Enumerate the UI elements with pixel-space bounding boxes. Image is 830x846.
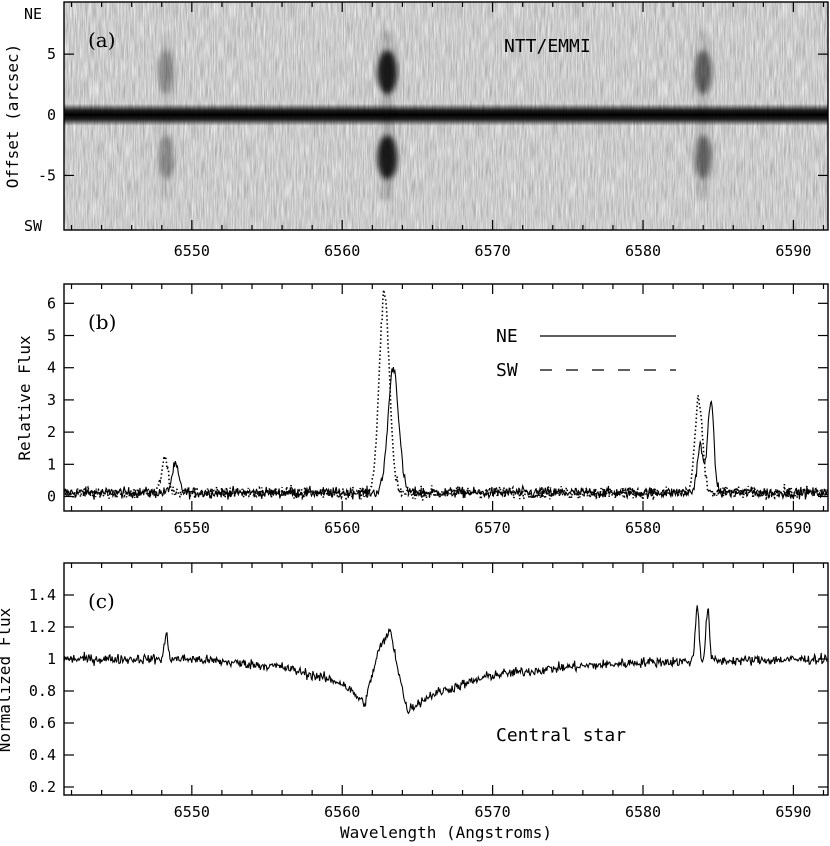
panel-a-label: (a) <box>88 28 116 52</box>
y-tick-label: 1 <box>47 650 56 668</box>
y-end-label-top: NE <box>24 5 42 23</box>
emission-knot <box>694 50 712 95</box>
x-tick-label: 6590 <box>775 803 811 821</box>
x-tick-label: 6560 <box>324 803 360 821</box>
panel-c-normalized-flux: 6550 6560 6570 6580 65900.20.40.60.811.21.4 … <box>0 562 829 842</box>
emission-line-h-alpha <box>377 32 398 200</box>
x-tick-label: 6580 <box>625 519 661 537</box>
y-tick-label: 5 <box>47 45 56 63</box>
panel-c-frame <box>63 562 829 796</box>
y-tick-label: 6 <box>47 294 56 312</box>
emission-line--n-ii-6583 <box>694 32 712 200</box>
series-line-central-star <box>64 605 828 715</box>
y-tick-label: 0 <box>47 488 56 506</box>
panel-c-ticks: 6550 6560 6570 6580 6590 0.2 0.4 0.6 0.8 1 1.2 1.4 <box>29 563 828 821</box>
x-tick-label: 6590 <box>775 519 811 537</box>
x-tick-label: 6550 <box>174 803 210 821</box>
panel-c-label: (c) <box>88 589 115 613</box>
x-tick-label: 6580 <box>625 803 661 821</box>
x-tick-label: 6560 <box>324 519 360 537</box>
y-tick-label: 1.2 <box>29 618 56 636</box>
emission-knot <box>694 135 712 180</box>
y-tick-label: 0.6 <box>29 714 56 732</box>
y-tick-label: 2 <box>47 423 56 441</box>
x-tick-label: 6550 <box>174 519 210 537</box>
y-tick-label: 0.4 <box>29 746 56 764</box>
x-tick-label: 6570 <box>475 242 511 260</box>
series-line-sw <box>64 289 828 502</box>
x-tick-label: 6590 <box>775 242 811 260</box>
y-tick-label: 0.2 <box>29 778 56 796</box>
panel-c-xlabel: Wavelength (Angstroms) <box>340 823 552 842</box>
panel-b-ylabel: Relative Flux <box>15 335 34 461</box>
emission-knot <box>377 50 398 95</box>
panel-b-frame <box>63 283 829 512</box>
image-features <box>64 32 828 200</box>
y-tick-label: 5 <box>47 327 56 345</box>
panel-a-spectrum-image: 6550 6560 6570 6580 6590 5 0 -5 (a) NTT/EMMI NE… <box>3 1 829 260</box>
y-tick-label: 1 <box>47 455 56 473</box>
panel-c-annotation: Central star <box>496 725 626 746</box>
panel-a-annotation: NTT/EMMI <box>504 36 591 57</box>
emission-knot <box>158 50 175 95</box>
panel-c-series <box>64 605 828 715</box>
panel-a-ticks: 6550 6560 6570 6580 6590 5 0 -5 <box>38 2 828 260</box>
panel-b-relative-flux: 6550 6560 6570 6580 6590 0 1 2 3 4 5 6 (b) NE SW Re… <box>15 283 829 537</box>
continuum-trace <box>64 103 828 126</box>
legend-label-ne: NE <box>496 326 518 347</box>
y-tick-label: 4 <box>47 359 56 377</box>
y-tick-label: 1.4 <box>29 586 56 604</box>
y-tick-label: 0 <box>47 106 56 124</box>
x-tick-label: 6560 <box>324 242 360 260</box>
emission-knot <box>158 135 175 180</box>
panel-b-ticks: 6550 6560 6570 6580 6590 0 1 2 3 4 5 6 <box>47 284 828 537</box>
panel-a-frame <box>63 1 829 231</box>
emission-knot <box>377 135 398 180</box>
panel-b-series <box>64 289 828 502</box>
panel-b-legend: NE SW <box>496 326 676 381</box>
legend-label-sw: SW <box>496 360 518 381</box>
y-end-label-bottom: SW <box>24 217 43 235</box>
x-tick-label: 6570 <box>475 803 511 821</box>
y-tick-label: 3 <box>47 391 56 409</box>
panel-c-ylabel: Normalized Flux <box>0 607 14 752</box>
y-tick-label: 0.8 <box>29 682 56 700</box>
series-line-ne <box>64 367 828 501</box>
panel-a-ylabel: Offset (arcsec) <box>3 44 22 189</box>
panel-b-label: (b) <box>88 310 116 334</box>
x-tick-label: 6570 <box>475 519 511 537</box>
emission-line--n-ii-6548 <box>158 32 175 200</box>
y-tick-label: -5 <box>38 166 56 184</box>
x-tick-label: 6550 <box>174 242 210 260</box>
x-tick-label: 6580 <box>625 242 661 260</box>
